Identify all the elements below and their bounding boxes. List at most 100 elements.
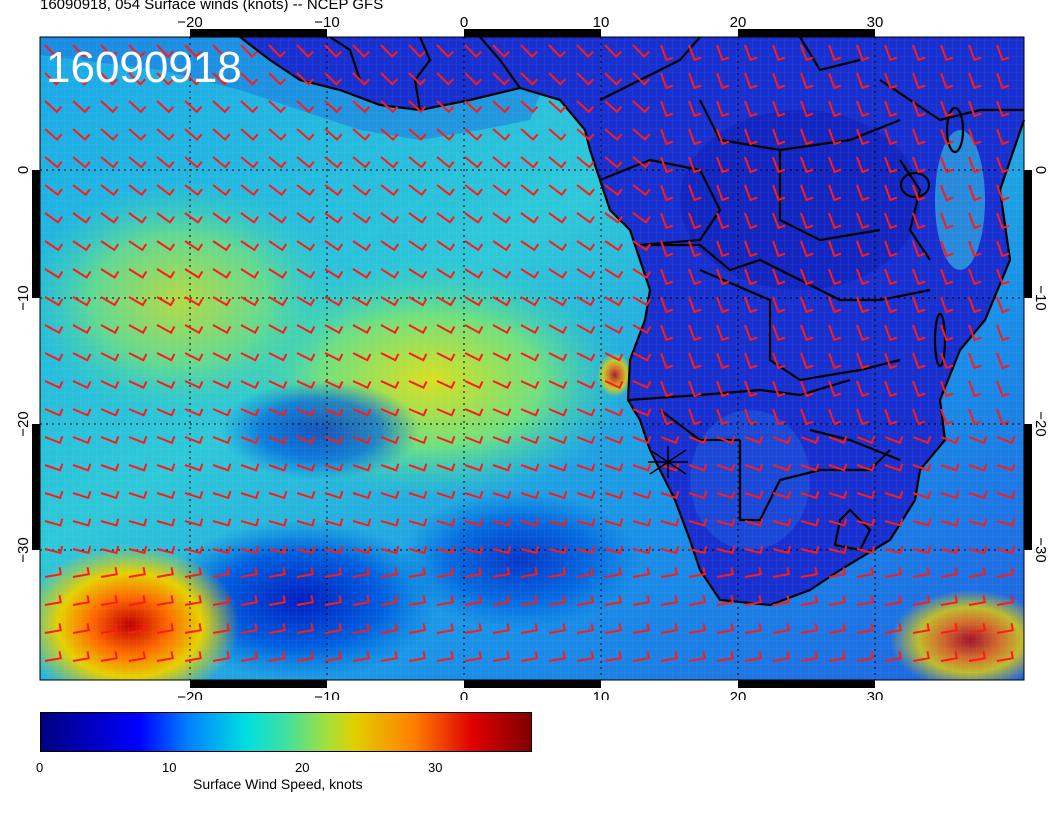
- wind-barb: [828, 156, 842, 174]
- wind-barb: [408, 408, 428, 417]
- wind-barb: [492, 156, 511, 169]
- wind-barb: [688, 651, 706, 662]
- wind-barb: [940, 324, 954, 342]
- wind-barb: [380, 212, 399, 224]
- wind-barb: [240, 408, 260, 417]
- wind-barb: [912, 212, 926, 230]
- wind-barb: [940, 518, 960, 527]
- wind-barb: [828, 380, 842, 398]
- wind-barb: [996, 435, 1016, 445]
- wind-barb: [604, 44, 622, 59]
- wind-barb: [436, 490, 456, 500]
- wind-barb: [800, 490, 820, 500]
- wind-barb: [632, 156, 651, 169]
- wind-barb: [688, 408, 702, 426]
- wind-barb: [184, 156, 203, 169]
- wind-barb: [436, 518, 456, 527]
- wind-barb: [296, 268, 316, 279]
- wind-barb: [352, 435, 372, 445]
- wind-barb: [604, 518, 624, 527]
- wind-barb: [324, 44, 342, 59]
- wind-barb: [492, 128, 511, 141]
- wind-barb: [520, 44, 538, 59]
- wind-barb: [352, 380, 372, 390]
- wind-barb: [548, 184, 567, 197]
- wind-barb: [380, 184, 399, 197]
- wind-barb: [492, 595, 510, 606]
- wind-barb: [744, 72, 758, 90]
- wind-barb: [576, 240, 596, 252]
- wind-barb: [632, 463, 652, 472]
- wind-barb: [72, 567, 90, 578]
- wind-barb: [184, 268, 204, 279]
- wind-barb: [940, 435, 960, 445]
- wind-barb: [352, 324, 372, 334]
- wind-barb: [408, 595, 426, 606]
- wind-barb: [884, 435, 904, 445]
- wind-barb: [884, 100, 898, 118]
- wind-barb: [44, 100, 63, 114]
- wind-barb: [72, 490, 92, 500]
- wind-barb: [576, 268, 596, 279]
- wind-barb: [212, 408, 232, 417]
- wind-barb: [520, 595, 538, 606]
- wind-barb: [604, 545, 624, 555]
- wind-barb: [436, 212, 455, 224]
- wind-barb: [128, 100, 147, 114]
- wind-barb: [128, 518, 148, 527]
- wind-barb: [772, 128, 786, 146]
- wind-barb: [184, 463, 204, 472]
- wind-barb: [604, 212, 623, 224]
- wind-barb: [212, 380, 232, 390]
- wind-barb: [352, 100, 371, 114]
- wind-barb: [632, 324, 652, 334]
- wind-barb: [828, 296, 842, 314]
- wind-barb: [352, 408, 372, 417]
- wind-barb: [800, 352, 814, 370]
- wind-barb: [716, 490, 736, 500]
- colorbar-label: Surface Wind Speed, knots: [193, 776, 363, 792]
- storm-marker: [648, 446, 688, 478]
- wind-barb: [828, 623, 846, 634]
- wind-barb: [772, 184, 786, 202]
- wind-barb: [156, 352, 176, 362]
- wind-barb: [380, 490, 400, 500]
- wind-barb: [660, 463, 680, 472]
- wind-barb: [492, 268, 512, 279]
- wind-barb: [716, 595, 734, 606]
- wind-barb: [772, 567, 790, 578]
- wind-barb: [800, 128, 814, 146]
- colorbar-tick-label: 30: [428, 760, 443, 775]
- wind-barb: [744, 408, 758, 426]
- wind-barb: [436, 435, 456, 445]
- wind-barb: [716, 324, 730, 342]
- wind-barb: [296, 408, 316, 417]
- wind-barb: [800, 463, 820, 472]
- wind-barb: [772, 72, 786, 90]
- wind-barb: [184, 518, 204, 527]
- wind-barb: [660, 184, 674, 202]
- wind-barb: [632, 100, 651, 114]
- wind-barb: [212, 463, 232, 472]
- wind-barb: [856, 490, 876, 500]
- wind-barb: [660, 240, 674, 258]
- wind-barb: [240, 240, 260, 252]
- wind-barb: [100, 324, 120, 334]
- wind-barb: [856, 623, 874, 634]
- wind-barb: [268, 100, 287, 114]
- wind-barb: [268, 567, 286, 578]
- wind-barb: [184, 352, 204, 362]
- wind-barb: [884, 567, 902, 578]
- wind-barb: [436, 324, 456, 334]
- wind-barb: [212, 490, 232, 500]
- wind-barb: [884, 296, 898, 314]
- wind-barb: [772, 100, 786, 118]
- wind-barb: [492, 435, 512, 445]
- wind-barb: [408, 567, 426, 578]
- wind-barb: [604, 240, 624, 252]
- wind-barb: [576, 567, 594, 578]
- wind-barb: [268, 623, 286, 634]
- wind-barb: [660, 490, 680, 500]
- wind-barb: [744, 128, 758, 146]
- wind-barb: [604, 380, 624, 390]
